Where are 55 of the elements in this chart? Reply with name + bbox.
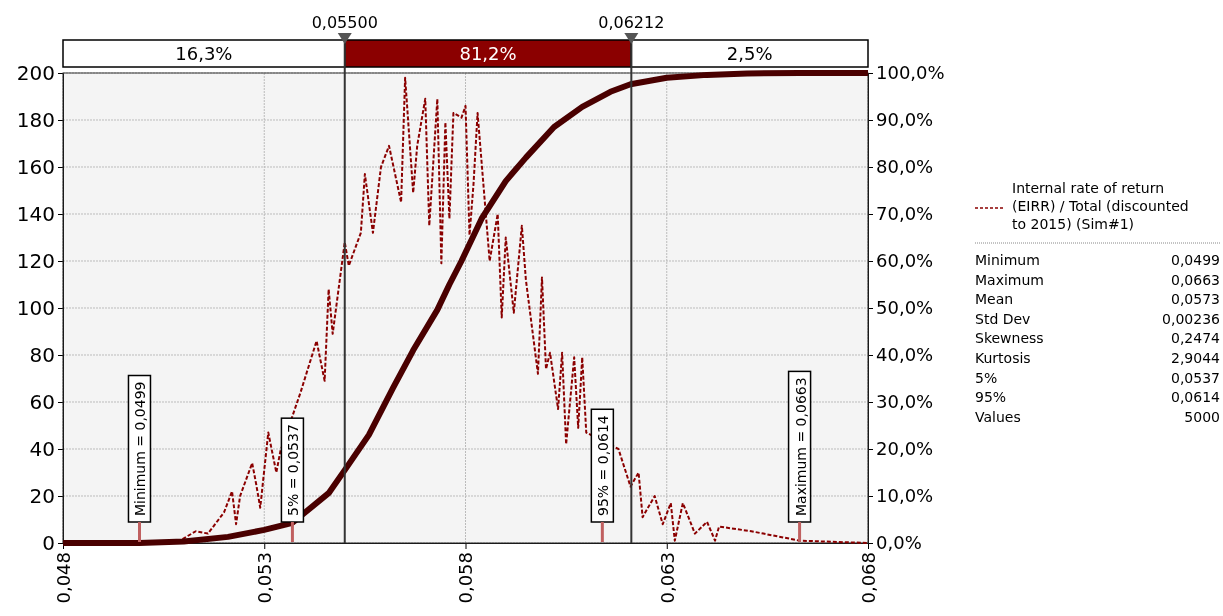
y-tick-label: 160: [16, 154, 55, 179]
text: Std Dev: [975, 310, 1031, 327]
x-tick-label: 0,048: [52, 552, 74, 604]
text: 81,2%: [459, 43, 517, 64]
y-tick-label: 40: [29, 436, 55, 461]
y2-tick-label: 50,0%: [876, 297, 934, 319]
ref-line-label: Minimum = 0,0499: [132, 381, 149, 516]
y-tick-label: 0: [42, 530, 55, 555]
y2-tick-label: 60,0%: [876, 250, 934, 272]
text: 16,3%: [175, 43, 233, 64]
y-tick-label: 200: [16, 60, 55, 85]
y-tick-label: 60: [29, 389, 55, 414]
text: 0,00236: [1162, 310, 1221, 327]
ref-line-label: Maximum = 0,0663: [792, 377, 809, 516]
text: Mean: [975, 291, 1014, 308]
x-tick-label: 0,063: [656, 552, 678, 604]
y2-tick-label: 70,0%: [876, 203, 934, 225]
y-tick-label: 80: [29, 342, 55, 367]
y2-tick-label: 0,0%: [876, 532, 922, 554]
text: 2,9044: [1171, 350, 1221, 366]
y-tick-label: 120: [16, 248, 55, 273]
ref-line-label: 5% = 0,0537: [285, 424, 302, 516]
text: 5%: [975, 369, 998, 386]
text: Kurtosis: [975, 350, 1031, 366]
text: Maximum: [975, 271, 1044, 288]
text: 95%: [975, 389, 1007, 406]
y2-tick-label: 90,0%: [876, 109, 934, 131]
y2-tick-label: 30,0%: [876, 391, 934, 413]
text: Values: [975, 408, 1021, 425]
text: 0,2474: [1171, 330, 1221, 347]
y2-tick-label: 10,0%: [876, 485, 934, 507]
text: Skewness: [975, 330, 1044, 347]
x-tick-label: 0,068: [857, 552, 879, 604]
ref-line-label: 0,05500: [311, 13, 378, 32]
y-tick-label: 180: [16, 107, 55, 132]
text: 0,0614: [1171, 389, 1221, 406]
y2-tick-label: 100,0%: [876, 62, 945, 84]
text: 5000: [1184, 408, 1220, 425]
text: 0,0573: [1171, 291, 1220, 308]
y2-tick-label: 80,0%: [876, 156, 934, 178]
x-tick-label: 0,058: [455, 552, 477, 604]
text: 0,0537: [1171, 369, 1220, 386]
x-tick-label: 0,053: [254, 552, 276, 604]
ref-line-label: 95% = 0,0614: [595, 415, 612, 516]
y-tick-label: 100: [16, 295, 55, 320]
y2-tick-label: 40,0%: [876, 344, 934, 366]
legend-label: Internal rate of return (EIRR) / Total (discounted to 2015) (Sim#1): [1012, 180, 1189, 232]
text: Minimum: [975, 252, 1040, 268]
text: 2,5%: [726, 43, 773, 64]
y2-tick-label: 20,0%: [876, 438, 934, 460]
text: 0,0663: [1171, 271, 1220, 288]
y-tick-label: 140: [16, 201, 55, 226]
y-tick-label: 20: [29, 483, 55, 508]
text: 0,0499: [1171, 252, 1220, 268]
ref-line-label: 0,06212: [598, 13, 665, 32]
